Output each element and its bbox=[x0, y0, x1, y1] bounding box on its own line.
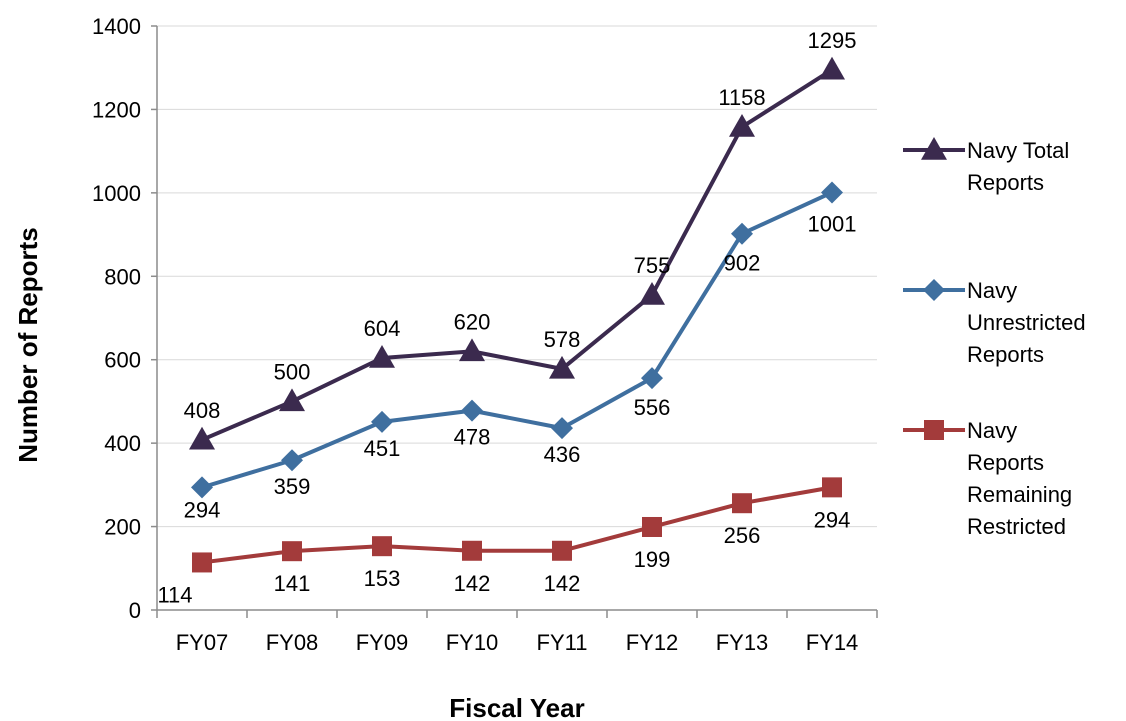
data-point bbox=[281, 449, 303, 472]
data-label: 408 bbox=[184, 398, 221, 423]
legend-label-navy-unrestricted-reports: Navy Unrestricted Reports bbox=[967, 278, 1086, 367]
data-point bbox=[641, 367, 663, 390]
x-tick-label: FY13 bbox=[716, 630, 769, 655]
data-point bbox=[371, 410, 393, 433]
data-point bbox=[189, 426, 215, 450]
data-point bbox=[372, 536, 392, 557]
data-label: 902 bbox=[724, 251, 761, 276]
legend-marker-navy-reports-remaining-restricted bbox=[924, 420, 944, 440]
data-label: 451 bbox=[364, 436, 401, 461]
x-tick-label: FY14 bbox=[806, 630, 859, 655]
data-label: 142 bbox=[454, 571, 491, 596]
data-label: 199 bbox=[634, 547, 671, 572]
legend-label-navy-reports-remaining-restricted: Navy Reports Remaining Restricted bbox=[967, 418, 1072, 539]
data-point bbox=[819, 56, 845, 80]
data-label: 359 bbox=[274, 474, 311, 499]
x-tick-label: FY12 bbox=[626, 630, 679, 655]
axes bbox=[151, 25, 878, 618]
series-line-navy-unrestricted-reports bbox=[201, 190, 833, 490]
data-point bbox=[282, 541, 302, 562]
gridlines bbox=[157, 25, 877, 528]
data-point bbox=[369, 345, 395, 368]
x-axis-title: Fiscal Year bbox=[449, 693, 584, 721]
data-point bbox=[461, 399, 483, 422]
data-point bbox=[462, 540, 482, 561]
data-label: 294 bbox=[814, 507, 851, 532]
x-tick-label: FY09 bbox=[356, 630, 409, 655]
data-point bbox=[639, 282, 665, 305]
legend: Navy Total Reports Navy Unrestricted Reports… bbox=[903, 137, 1086, 539]
x-tick-label: FY11 bbox=[537, 630, 588, 655]
data-point bbox=[822, 477, 842, 498]
data-label: 604 bbox=[364, 316, 401, 341]
data-point bbox=[642, 516, 662, 537]
data-label: 620 bbox=[454, 309, 491, 334]
series-line-navy-total-reports bbox=[201, 68, 834, 442]
data-label: 1295 bbox=[808, 28, 857, 53]
data-label: 556 bbox=[634, 395, 671, 420]
data-label: 153 bbox=[364, 566, 401, 591]
y-tick-labels: 0 200 400 600 800 1000 1200 1400 bbox=[92, 14, 141, 623]
x-tick-label: FY10 bbox=[446, 630, 499, 655]
y-axis-title: Number of Reports bbox=[13, 227, 43, 462]
data-label: 114 bbox=[157, 582, 192, 607]
data-point bbox=[552, 540, 572, 561]
series-lines bbox=[189, 56, 845, 573]
data-labels: 408 500 604 620 578 755 1158 1295 294 359 451 478 43… bbox=[157, 28, 856, 608]
legend-marker-navy-total-reports bbox=[921, 137, 947, 160]
x-tick-label: FY07 bbox=[176, 630, 229, 655]
x-tick-label: FY08 bbox=[266, 630, 319, 655]
data-label: 294 bbox=[184, 497, 221, 522]
y-tick-label: 0 bbox=[129, 598, 141, 623]
y-tick-label: 1400 bbox=[92, 14, 141, 39]
data-point bbox=[731, 222, 753, 245]
y-tick-label: 1000 bbox=[92, 181, 141, 206]
data-label: 436 bbox=[544, 442, 581, 467]
data-label: 141 bbox=[274, 571, 311, 596]
data-point bbox=[821, 181, 843, 204]
data-label: 1001 bbox=[808, 211, 857, 236]
data-point bbox=[191, 476, 213, 499]
data-point bbox=[192, 552, 212, 573]
series-line-navy-reports-remaining-restricted bbox=[201, 485, 833, 565]
x-tick-labels: FY07 FY08 FY09 FY10 FY11 FY12 FY13 FY14 bbox=[176, 630, 859, 655]
data-label: 256 bbox=[724, 523, 761, 548]
data-point bbox=[459, 338, 485, 362]
data-point bbox=[732, 493, 752, 514]
legend-label-navy-total-reports: Navy Total Reports bbox=[967, 138, 1069, 195]
data-label: 478 bbox=[454, 425, 491, 450]
data-point bbox=[279, 388, 305, 412]
legend-marker-navy-unrestricted-reports bbox=[923, 279, 945, 301]
data-point bbox=[729, 113, 755, 137]
data-label: 500 bbox=[274, 359, 311, 384]
y-tick-label: 800 bbox=[104, 264, 141, 289]
data-label: 142 bbox=[544, 571, 581, 596]
y-tick-label: 200 bbox=[104, 515, 141, 540]
y-tick-label: 1200 bbox=[92, 97, 141, 122]
data-point bbox=[551, 417, 573, 440]
data-point bbox=[549, 355, 575, 379]
data-label: 1158 bbox=[718, 85, 765, 110]
y-tick-label: 600 bbox=[104, 348, 141, 373]
y-tick-label: 400 bbox=[104, 431, 141, 456]
data-label: 578 bbox=[544, 327, 581, 352]
data-label: 755 bbox=[634, 253, 671, 278]
